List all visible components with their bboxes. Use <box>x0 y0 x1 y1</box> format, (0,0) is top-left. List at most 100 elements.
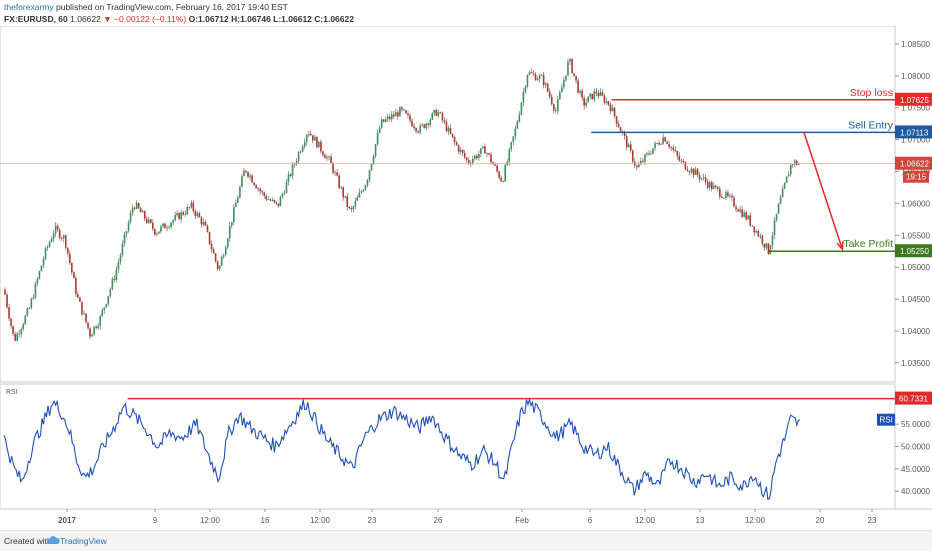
candle-down <box>316 136 318 148</box>
chart-svg[interactable]: Stop loss Sell Entry Take Profit RSI RSI 1.… <box>0 26 932 530</box>
candle-up <box>121 243 124 255</box>
candle-up <box>627 144 630 148</box>
price-pane: Stop loss Sell Entry Take Profit <box>0 58 895 342</box>
candle-down <box>66 247 69 254</box>
candle-down <box>617 124 620 128</box>
price-tick-label: 1.04500 <box>901 295 930 304</box>
candle-down <box>581 90 583 98</box>
candle-up <box>54 225 57 234</box>
candle-up <box>708 182 711 188</box>
candle-down <box>336 172 338 176</box>
time-tick-label: 2017 <box>58 516 76 525</box>
candle-up <box>690 168 693 173</box>
candle-up <box>611 107 614 112</box>
candle-down <box>435 109 438 116</box>
candle-up <box>364 185 367 191</box>
candle-down <box>388 116 391 120</box>
candle-down <box>269 199 272 201</box>
candle-up <box>91 334 93 337</box>
candle-up <box>281 193 284 197</box>
candle-up <box>459 149 462 152</box>
rsi-series-line <box>3 397 801 501</box>
candle-down <box>719 188 721 197</box>
rsi-tick-label: 40.0000 <box>901 487 930 496</box>
candle-down <box>257 188 259 190</box>
candle-down <box>500 177 502 182</box>
candle-down <box>322 151 324 156</box>
candle-up <box>226 238 229 248</box>
candle-down <box>757 230 760 237</box>
candle-down <box>393 114 395 117</box>
candle-up <box>249 175 251 177</box>
candle-down <box>609 104 612 112</box>
candle-up <box>482 146 484 149</box>
candle-up <box>773 220 776 236</box>
candle-up <box>202 221 205 225</box>
candle-up <box>787 174 790 177</box>
candle-down <box>289 174 292 176</box>
time-tick-label: 6 <box>588 516 593 525</box>
candle-down <box>546 83 549 92</box>
candle-down <box>658 143 660 145</box>
author-link[interactable]: theforexarmy <box>4 2 54 12</box>
candle-up <box>585 102 587 106</box>
candle-up <box>524 86 527 92</box>
candle-up <box>644 154 646 162</box>
rsi-pane-title: RSI <box>6 389 18 396</box>
candle-down <box>415 128 417 132</box>
candle-up <box>326 157 328 159</box>
candle-up <box>135 202 138 209</box>
candle-down <box>403 109 405 111</box>
candle-up <box>358 192 361 198</box>
candle-up <box>190 202 193 208</box>
candle-up <box>447 127 450 132</box>
candle-down <box>95 326 97 329</box>
tradingview-brand[interactable]: TradingView <box>60 536 107 546</box>
candle-up <box>362 190 365 192</box>
candle-down <box>413 126 415 129</box>
candle-down <box>648 153 650 155</box>
candle-down <box>348 206 351 209</box>
candle-up <box>372 155 375 164</box>
candle-up <box>307 133 310 135</box>
candle-up <box>228 225 231 239</box>
rsi-level-label: 60.7331 <box>899 395 928 404</box>
candle-down <box>453 136 456 143</box>
candle-up <box>46 246 49 248</box>
candle-down <box>8 307 10 319</box>
candle-up <box>518 114 521 122</box>
candle-up <box>62 235 65 239</box>
candle-down <box>152 222 154 229</box>
candle-down <box>204 221 207 226</box>
candle-down <box>490 154 492 163</box>
candle-up <box>783 183 786 189</box>
candle-up <box>433 109 436 113</box>
candle-down <box>382 119 385 122</box>
candle-down <box>761 235 764 244</box>
candle-up <box>743 212 745 217</box>
candle-up <box>652 148 654 154</box>
candle-down <box>461 149 464 153</box>
candle-up <box>141 211 144 213</box>
candle-up <box>646 153 648 155</box>
candle-up <box>101 310 104 317</box>
candle-down <box>686 169 689 172</box>
candle-down <box>636 165 638 168</box>
candle-down <box>642 160 644 162</box>
countdown-badge <box>903 170 929 183</box>
candle-down <box>332 163 334 173</box>
symbol-interval: FX:EURUSD, 60 <box>4 14 68 24</box>
candle-down <box>492 162 494 165</box>
candle-up <box>158 231 160 234</box>
candle-up <box>301 146 304 152</box>
candle-up <box>52 233 55 239</box>
candle-down <box>214 253 217 262</box>
candle-down <box>670 147 673 149</box>
candle-down <box>731 195 733 198</box>
candle-down <box>350 208 353 210</box>
candle-up <box>267 199 270 201</box>
candle-down <box>6 294 8 308</box>
candle-up <box>769 245 772 255</box>
price-tick-label: 1.07500 <box>901 104 930 113</box>
candle-up <box>117 262 120 270</box>
